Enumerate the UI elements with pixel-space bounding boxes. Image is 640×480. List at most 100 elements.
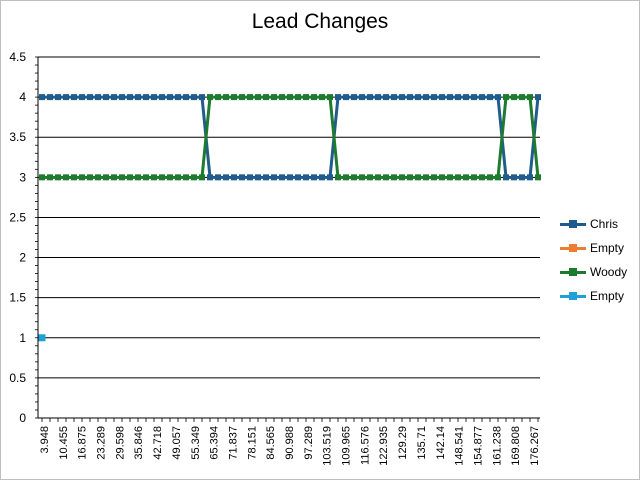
data-point-chris-0 (351, 94, 357, 101)
data-point-chris-0 (223, 174, 229, 181)
data-point-woody-2 (439, 174, 445, 181)
data-point-chris-0 (247, 174, 253, 181)
x-tick-label: 122.935 (378, 426, 390, 466)
x-tick-label: 129.29 (397, 426, 409, 460)
data-point-chris-0 (303, 174, 309, 181)
data-point-woody-2 (175, 174, 181, 181)
x-tick-label: 103.519 (322, 426, 334, 466)
legend-item-woody: Woody (558, 262, 638, 286)
data-point-chris-0 (439, 94, 445, 101)
x-tick-label: 109.965 (341, 426, 353, 466)
data-point-woody-2 (231, 94, 237, 101)
data-point-woody-2 (263, 94, 269, 101)
legend-label-empty-orange: Empty (590, 241, 625, 255)
data-point-chris-0 (239, 174, 245, 181)
data-point-woody-2 (383, 174, 389, 181)
data-point-woody-2 (207, 94, 213, 101)
legend-label-chris: Chris (590, 217, 619, 231)
x-tick-label: 3.948 (39, 426, 51, 454)
data-point-woody-2 (87, 174, 93, 181)
data-point-woody-2 (239, 94, 245, 101)
data-point-chris-0 (215, 174, 221, 181)
data-point-chris-0 (167, 94, 173, 101)
data-point-chris-0 (87, 94, 93, 101)
x-tick-label: 23.289 (96, 426, 108, 460)
data-point-woody-2 (375, 174, 381, 181)
data-point-chris-0 (255, 174, 261, 181)
data-point-chris-0 (319, 174, 325, 181)
x-tick-label: 169.808 (510, 426, 522, 466)
data-point-chris-0 (79, 94, 85, 101)
x-tick-label: 78.151 (246, 426, 258, 460)
legend-label-empty-blue: Empty (590, 289, 625, 303)
data-point-chris-0 (327, 174, 333, 181)
data-point-woody-2 (311, 94, 317, 101)
data-point-woody-2 (143, 174, 149, 181)
legend-label-woody: Woody (590, 265, 628, 279)
data-point-woody-2 (39, 174, 45, 181)
data-point-chris-0 (63, 94, 69, 101)
data-point-chris-0 (359, 94, 365, 101)
chart-title: Lead Changes (251, 10, 389, 33)
data-point-woody-2 (487, 174, 493, 181)
data-point-woody-2 (399, 174, 405, 181)
legend-item-empty-blue: Empty (558, 286, 638, 310)
data-point-woody-2 (247, 94, 253, 101)
data-point-chris-0 (311, 174, 317, 181)
x-tick-label: 42.718 (152, 426, 164, 460)
data-point-chris-0 (407, 94, 413, 101)
data-point-woody-2 (455, 174, 461, 181)
data-point-woody-2 (527, 94, 533, 101)
y-tick-label: 2.5 (9, 210, 26, 224)
data-point-woody-2 (183, 174, 189, 181)
data-point-empty-3 (38, 334, 46, 342)
data-point-woody-2 (391, 174, 397, 181)
data-point-chris-0 (111, 94, 117, 101)
data-point-chris-0 (447, 94, 453, 101)
data-point-woody-2 (479, 174, 485, 181)
data-point-chris-0 (535, 94, 541, 101)
data-point-woody-2 (447, 174, 453, 181)
data-point-chris-0 (103, 94, 109, 101)
data-point-woody-2 (511, 94, 517, 101)
data-point-woody-2 (71, 174, 77, 181)
x-tick-label: 176.267 (529, 426, 541, 466)
data-point-chris-0 (55, 94, 61, 101)
data-point-chris-0 (279, 174, 285, 181)
x-tick-label: 35.846 (133, 426, 145, 460)
data-point-woody-2 (159, 174, 165, 181)
y-tick-label: 1 (19, 331, 26, 345)
data-point-woody-2 (55, 174, 61, 181)
y-tick-label: 3.5 (9, 130, 26, 144)
y-tick-label: 3 (19, 170, 26, 184)
data-point-woody-2 (95, 174, 101, 181)
data-point-woody-2 (495, 174, 501, 181)
data-point-chris-0 (263, 174, 269, 181)
data-point-woody-2 (191, 174, 197, 181)
data-point-woody-2 (431, 174, 437, 181)
data-point-woody-2 (255, 94, 261, 101)
data-point-woody-2 (199, 174, 205, 181)
y-tick-label: 4.5 (9, 50, 26, 64)
legend-item-empty-orange: Empty (558, 238, 638, 262)
y-tick-label: 1.5 (9, 291, 26, 305)
data-point-chris-0 (175, 94, 181, 101)
data-point-chris-0 (295, 174, 301, 181)
data-point-woody-2 (119, 174, 125, 181)
data-point-woody-2 (327, 94, 333, 101)
data-point-woody-2 (287, 94, 293, 101)
data-point-chris-0 (343, 94, 349, 101)
data-point-chris-0 (391, 94, 397, 101)
data-point-woody-2 (463, 174, 469, 181)
data-point-chris-0 (399, 94, 405, 101)
x-tick-label: 90.988 (284, 426, 296, 460)
data-point-chris-0 (375, 94, 381, 101)
data-point-chris-0 (191, 94, 197, 101)
data-point-chris-0 (127, 94, 133, 101)
data-point-chris-0 (471, 94, 477, 101)
data-point-chris-0 (71, 94, 77, 101)
data-point-chris-0 (183, 94, 189, 101)
data-point-woody-2 (423, 174, 429, 181)
data-point-chris-0 (47, 94, 53, 101)
